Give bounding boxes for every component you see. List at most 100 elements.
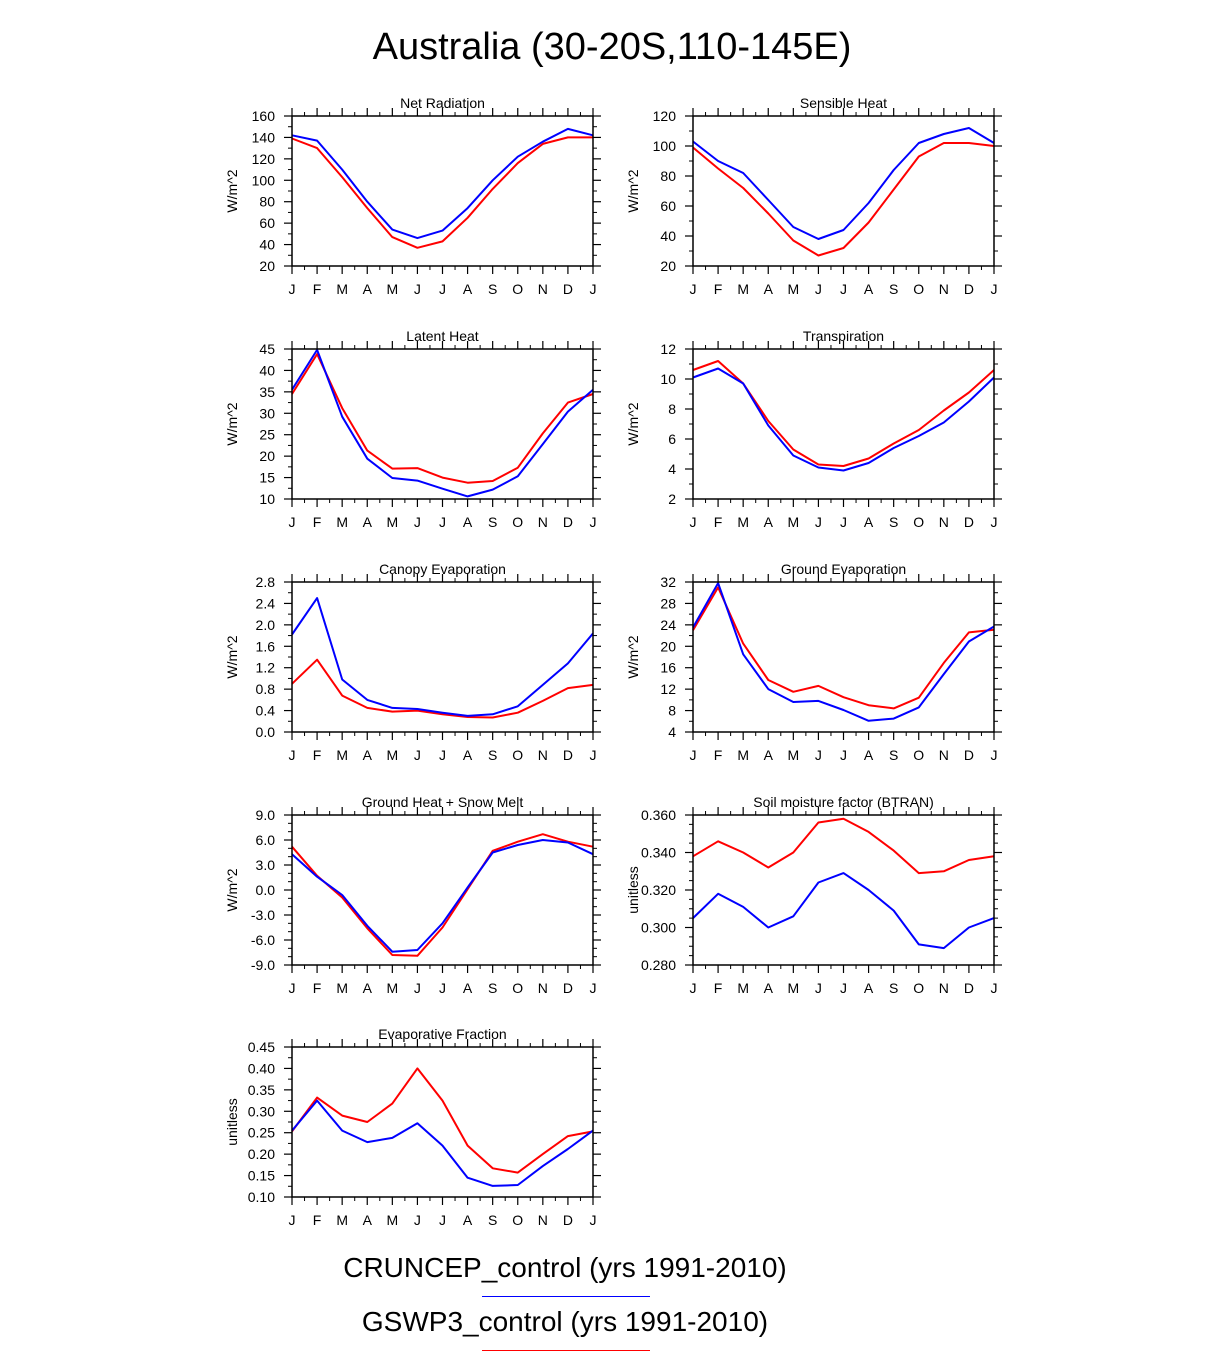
x-tick-label: S [889,514,898,530]
x-tick-label: J [590,980,597,996]
y-tick-label: 0.4 [256,703,276,719]
y-tick-label: 10 [259,491,275,507]
x-tick-label: S [488,980,497,996]
x-tick-label: J [439,514,446,530]
y-tick-label: 80 [259,194,275,210]
x-tick-label: J [289,1212,296,1228]
y-tick-label: 60 [660,198,676,214]
series-line-cruncep-control [291,839,594,953]
y-tick-label: 0.45 [248,1039,275,1055]
x-tick-label: S [889,281,898,297]
y-axis-label: W/m^2 [224,635,240,678]
x-tick-label: J [289,747,296,763]
y-tick-label: 1.6 [256,638,276,654]
y-tick-label: 20 [660,638,676,654]
x-tick-label: D [964,281,974,297]
x-tick-label: S [488,281,497,297]
y-tick-label: 9.0 [256,807,276,823]
series-line-cruncep-control [291,127,594,240]
x-tick-label: J [414,514,421,530]
y-tick-label: 100 [653,138,677,154]
series-line-cruncep-control [291,348,594,498]
x-tick-label: A [764,980,774,996]
x-tick-label: F [714,514,723,530]
y-tick-label: 0.30 [248,1103,275,1119]
x-tick-label: D [563,747,573,763]
series-line-gswp3-control [291,1067,594,1174]
series-line-gswp3-control [291,353,594,484]
x-tick-label: M [336,980,348,996]
x-tick-label: A [864,747,874,763]
x-tick-label: A [463,747,473,763]
x-tick-label: A [363,747,373,763]
x-tick-label: J [690,281,697,297]
x-tick-label: J [991,281,998,297]
x-tick-label: A [463,281,473,297]
y-tick-label: 15 [259,470,275,486]
x-tick-label: O [512,1212,523,1228]
x-tick-label: J [590,281,597,297]
x-tick-label: M [336,747,348,763]
x-tick-label: M [787,281,799,297]
plot-frame [692,814,995,966]
figure-title: Australia (30-20S,110-145E) [372,26,852,68]
chart-title: Transpiration [803,328,884,344]
x-tick-label: J [414,281,421,297]
x-tick-label: O [913,514,924,530]
y-tick-label: 0.35 [248,1082,275,1098]
x-tick-label: M [336,1212,348,1228]
x-tick-label: F [313,980,322,996]
x-tick-label: F [313,514,322,530]
y-tick-label: 24 [660,617,676,633]
y-tick-label: 2.4 [256,595,276,611]
y-tick-label: 4 [668,724,676,740]
x-tick-label: M [737,281,749,297]
x-tick-label: J [991,514,998,530]
x-tick-label: J [840,281,847,297]
x-tick-label: J [414,980,421,996]
x-tick-label: D [964,514,974,530]
x-tick-label: N [939,514,949,530]
y-tick-label: 0.25 [248,1125,275,1141]
x-tick-label: J [991,980,998,996]
y-axis-label: W/m^2 [625,402,641,445]
y-tick-label: 0.10 [248,1189,275,1205]
x-tick-label: J [439,747,446,763]
y-tick-label: 12 [660,681,676,697]
x-tick-label: M [336,281,348,297]
series-line-gswp3-control [692,142,995,257]
x-tick-label: J [991,747,998,763]
x-tick-label: N [939,980,949,996]
chart-title: Evaporative Fraction [378,1026,506,1042]
x-tick-label: A [363,1212,373,1228]
x-tick-label: S [488,1212,497,1228]
x-tick-label: O [913,980,924,996]
x-tick-label: N [939,281,949,297]
x-tick-label: N [939,747,949,763]
series-line-cruncep-control [291,597,594,717]
y-tick-label: 0.40 [248,1060,275,1076]
x-tick-label: J [439,980,446,996]
x-tick-label: A [363,980,373,996]
y-tick-label: 2 [668,491,676,507]
y-tick-label: 0.340 [641,845,676,861]
x-tick-label: J [590,747,597,763]
x-tick-label: S [488,747,497,763]
plot-frame [291,581,594,733]
y-tick-label: 35 [259,384,275,400]
x-tick-label: S [889,980,898,996]
x-tick-label: J [439,1212,446,1228]
x-tick-label: J [690,514,697,530]
y-tick-label: 20 [259,258,275,274]
x-tick-label: J [289,281,296,297]
chart-panel-7: Soil moisture factor (BTRAN) unitless 0.28… [625,794,1002,996]
x-tick-label: M [787,514,799,530]
x-tick-label: A [363,514,373,530]
x-tick-label: M [336,514,348,530]
x-tick-label: J [439,281,446,297]
chart-title: Latent Heat [406,328,478,344]
x-tick-label: N [538,1212,548,1228]
y-tick-label: 0.0 [256,724,276,740]
